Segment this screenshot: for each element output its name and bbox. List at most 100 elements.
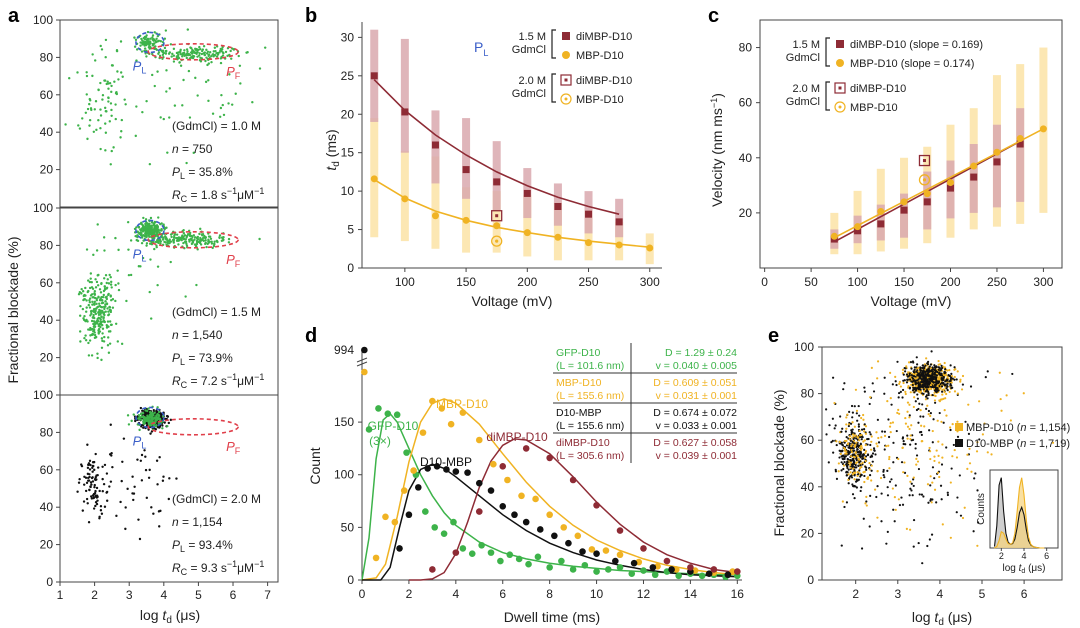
panel-a-point — [140, 227, 143, 230]
panel-e-point — [911, 377, 915, 380]
panel-c-range-bar — [1016, 108, 1025, 202]
panel-e-point — [937, 440, 940, 443]
panel-e-point — [902, 381, 905, 385]
panel-e-point — [933, 455, 936, 458]
panel-a-point — [88, 459, 92, 463]
panel-a-point — [90, 312, 93, 315]
panel-e-point — [835, 477, 839, 480]
panel-e-point — [920, 385, 923, 388]
panel-a-point — [185, 161, 188, 165]
panel-e-point — [924, 398, 927, 401]
panel-e-point — [851, 463, 854, 466]
panel-e-point — [944, 383, 947, 386]
panel-e-point — [931, 441, 934, 444]
panel-d-point-diMBP-D10 — [452, 549, 460, 556]
panel-a-point — [93, 491, 97, 495]
panel-a-point — [182, 235, 185, 239]
panel-e-point — [915, 463, 918, 466]
panel-d-point-D10-MBP — [565, 539, 572, 547]
panel-a-point — [95, 280, 99, 284]
panel-e-point — [933, 488, 937, 491]
panel-a-point — [152, 42, 156, 45]
panel-a-point — [89, 277, 92, 280]
panel-a-point — [213, 240, 216, 243]
panel-a-point — [195, 242, 199, 246]
panel-a-point — [180, 238, 183, 242]
panel-a-point — [90, 333, 94, 337]
panel-a-point — [146, 30, 150, 34]
panel-a-point — [132, 413, 135, 416]
panel-a-point — [146, 415, 149, 418]
panel-e-point — [858, 450, 861, 453]
panel-e-point — [910, 482, 913, 485]
panel-a-point — [227, 241, 231, 244]
panel-e-point — [933, 459, 936, 463]
panel-a-point — [94, 452, 97, 456]
panel-a-point — [161, 53, 165, 57]
panel-a-point — [216, 53, 220, 56]
panel-a-point — [201, 48, 205, 51]
panel-e-point — [937, 359, 940, 363]
panel-e-point — [841, 427, 844, 430]
panel-a-point — [157, 216, 160, 219]
panel-a-point — [182, 229, 185, 232]
panel-a-point — [170, 235, 173, 239]
panel-e-point — [847, 424, 850, 428]
panel-d-point-GFP-D10 — [431, 524, 439, 531]
panel-e-point — [912, 545, 915, 548]
panel-d-point-diMBP-D10 — [734, 568, 741, 575]
panel-a-point — [164, 50, 168, 53]
panel-a-point — [103, 285, 107, 288]
panel-a-point — [202, 45, 206, 48]
panel-a-point — [119, 40, 123, 43]
panel-e-point — [845, 471, 848, 474]
panel-a-point — [220, 239, 224, 242]
panel-a-point — [100, 346, 104, 349]
panel-e-point — [922, 388, 925, 391]
panel-a-point — [103, 320, 107, 324]
panel-e-point — [875, 442, 878, 445]
panel-b-range-bar — [492, 191, 501, 253]
panel-a-point — [196, 55, 199, 58]
panel-e-point — [911, 383, 914, 387]
panel-a-point — [92, 507, 96, 510]
panel-a-point — [209, 55, 213, 58]
panel-a-point — [87, 479, 91, 482]
panel-b-range-bar — [400, 38, 409, 153]
panel-a-point — [103, 249, 106, 252]
panel-e-xtick-label: 4 — [937, 587, 944, 601]
panel-d-point-GFP-D10 — [478, 541, 485, 549]
panel-a-oval-PL — [135, 219, 165, 242]
panel-a-point — [104, 300, 107, 303]
panel-d-point-GFP-D10 — [422, 508, 429, 515]
panel-d-xtick-label: 6 — [499, 587, 506, 601]
panel-a-point — [99, 320, 102, 323]
panel-a-point — [92, 315, 95, 319]
panel-a-point — [205, 48, 208, 52]
panel-e-point — [855, 461, 858, 465]
panel-e-point — [831, 417, 834, 420]
panel-e-point — [920, 493, 924, 496]
panel-a-point — [96, 284, 100, 287]
panel-e-point — [943, 366, 947, 369]
panel-e-point — [862, 440, 865, 443]
panel-a-point — [192, 55, 196, 58]
panel-d-table-name: D10-MBP — [556, 407, 602, 419]
panel-b-point-mbp — [370, 175, 378, 183]
panel-e-point — [916, 393, 919, 396]
panel-e-point — [943, 370, 946, 374]
panel-a-point — [84, 489, 88, 493]
panel-e-point — [863, 427, 866, 431]
panel-a-point — [137, 413, 141, 417]
panel-e-point — [861, 453, 865, 456]
panel-e-point — [864, 465, 867, 468]
panel-a-point — [109, 310, 113, 314]
panel-a-point — [158, 456, 161, 459]
panel-a-point — [198, 45, 201, 49]
panel-d-ytick-label: 150 — [334, 415, 354, 429]
panel-a-point — [155, 409, 158, 412]
panel-e-point — [940, 374, 944, 377]
panel-a-point — [193, 243, 197, 246]
panel-e-point — [912, 361, 915, 364]
panel-a-point — [183, 49, 186, 52]
